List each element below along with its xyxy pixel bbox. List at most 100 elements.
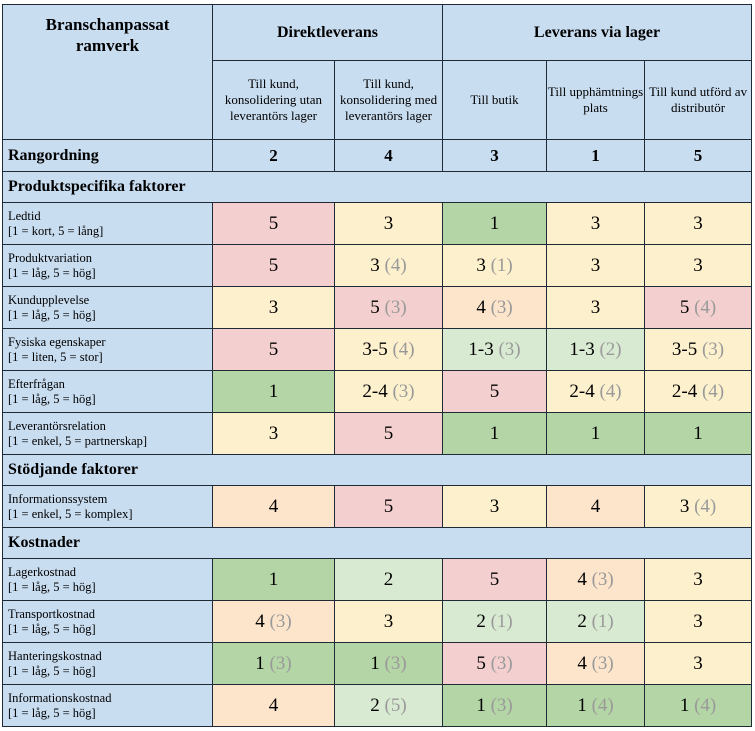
score-cell: 3 (546, 244, 646, 287)
factor-label-cell: Kundupplevelse [1 = låg, 5 = hög] (2, 286, 213, 329)
score-cell: 3 (644, 600, 753, 643)
framework-table: Branschanpassat ramverk Direktleverans L… (1, 4, 753, 727)
score-cell: 1 (3) (442, 684, 548, 727)
score-cell: 3 (1) (442, 244, 548, 287)
alternative-score: (3) (269, 652, 292, 674)
score-value: 1-3 (569, 338, 595, 360)
factor-scale: [1 = låg, 5 = hög] (8, 308, 96, 322)
score-cell: 3 (644, 202, 753, 245)
score-cell: 3-5 (3) (644, 328, 753, 371)
score-value: 2 (476, 610, 486, 632)
score-cell: 1 (442, 202, 548, 245)
factor-row: Informationskostnad [1 = låg, 5 = hög] 4 2 … (2, 684, 753, 727)
factor-name: Hanteringskostnad (8, 649, 102, 663)
score-value: 3 (693, 212, 703, 234)
score-value: 4 (577, 568, 587, 590)
score-value: 3 (693, 610, 703, 632)
score-cell: 5 (212, 328, 335, 371)
score-value: 3-5 (362, 338, 388, 360)
alternative-score: (5) (384, 694, 407, 716)
section-header-row: Produktspecifika faktorer (1, 171, 753, 203)
score-cell: 1-3 (3) (442, 328, 548, 371)
score-cell: 2 (1) (546, 600, 646, 643)
score-value: 3-5 (671, 338, 698, 360)
score-cell: 5 (3) (333, 286, 444, 329)
factor-scale: [1 = enkel, 5 = partnerskap] (8, 434, 148, 448)
factor-scale: [1 = låg, 5 = hög] (8, 266, 96, 280)
subheader-col-1: Till kund, konsolidering utan leverantör… (212, 60, 335, 140)
factor-row: Lagerkostnad [1 = låg, 5 = hög] 1 2 5 4 (3) 3 (2, 558, 753, 601)
alternative-score: (1) (490, 610, 513, 632)
factor-label-cell: Transportkostnad [1 = låg, 5 = hög] (2, 600, 213, 643)
score-value: 1 (489, 422, 500, 444)
score-cell: 1 (546, 412, 646, 455)
score-cell: 4 (212, 684, 335, 727)
factor-name: Leverantörsrelation (8, 419, 106, 433)
score-value: 2-4 (671, 380, 698, 402)
factor-label-cell: Produktvariation [1 = låg, 5 = hög] (2, 244, 213, 287)
score-cell: 3 (644, 558, 753, 601)
factor-name: Fysiska egenskaper (8, 335, 106, 349)
factor-name: Ledtid (8, 209, 41, 223)
score-cell: 1 (442, 412, 548, 455)
score-cell: 3 (546, 202, 646, 245)
score-cell: 3 (546, 286, 646, 329)
score-cell: 3 (333, 202, 444, 245)
factor-label-cell: Ledtid [1 = kort, 5 = lång] (2, 202, 213, 245)
section-title: Stödjande faktorer (1, 454, 753, 486)
score-value: 1 (489, 212, 500, 234)
score-value: 5 (268, 212, 279, 234)
score-cell: 3 (442, 485, 548, 528)
score-value: 3 (383, 212, 394, 234)
score-cell: 1 (212, 370, 335, 413)
score-cell: 1 (3) (333, 642, 444, 685)
factor-label-cell: Efterfrågan [1 = låg, 5 = hög] (2, 370, 213, 413)
alternative-score: (4) (392, 338, 415, 360)
score-cell: 1 (644, 412, 753, 455)
score-value: 3 (590, 254, 601, 276)
factor-name: Kundupplevelse (8, 293, 90, 307)
factor-row: Informationssystem [1 = enkel, 5 = komple… (2, 485, 753, 528)
score-cell: 1 (3) (212, 642, 335, 685)
ranking-label: Rangordning (2, 139, 213, 172)
score-cell: 1-3 (2) (546, 328, 646, 371)
score-cell: 2-4 (4) (546, 370, 646, 413)
factor-scale: [1 = låg, 5 = hög] (8, 392, 96, 406)
score-value: 4 (476, 296, 486, 318)
factor-scale: [1 = låg, 5 = hög] (8, 622, 96, 636)
section-header-row: Stödjande faktorer (1, 454, 753, 486)
alternative-score: (4) (591, 694, 614, 716)
factor-label-cell: Lagerkostnad [1 = låg, 5 = hög] (2, 558, 213, 601)
factor-label-cell: Fysiska egenskaper [1 = liten, 5 = stor] (2, 328, 213, 371)
score-value: 1 (255, 652, 265, 674)
score-value: 3 (370, 254, 380, 276)
factor-scale: [1 = liten, 5 = stor] (8, 350, 103, 364)
score-cell: 3 (644, 244, 753, 287)
score-value: 1-3 (468, 338, 494, 360)
score-cell: 4 (3) (546, 642, 646, 685)
ranking-value: 5 (644, 139, 753, 172)
ranking-value: 3 (442, 139, 548, 172)
score-value: 3 (693, 254, 703, 276)
score-value: 5 (489, 380, 500, 402)
score-cell: 4 (212, 485, 335, 528)
subheader-col-4: Till upphämtnings plats (546, 60, 646, 140)
ranking-value: 1 (546, 139, 646, 172)
alternative-score: (4) (694, 694, 717, 716)
alternative-score: (3) (490, 694, 513, 716)
score-value: 4 (590, 495, 601, 517)
score-value: 2-4 (362, 380, 388, 402)
score-value: 1 (679, 694, 690, 716)
ranking-row: Rangordning 2 4 3 1 5 (2, 139, 753, 172)
score-value: 3 (268, 296, 279, 318)
score-value: 3 (679, 495, 690, 517)
score-cell: 2-4 (3) (333, 370, 444, 413)
score-cell: 4 (3) (442, 286, 548, 329)
score-cell: 3 (212, 412, 335, 455)
score-cell: 3 (4) (644, 485, 753, 528)
score-value: 5 (489, 568, 500, 590)
alternative-score: (3) (490, 296, 513, 318)
score-cell: 5 (333, 485, 444, 528)
ranking-value: 4 (333, 139, 444, 172)
score-cell: 3 (4) (333, 244, 444, 287)
